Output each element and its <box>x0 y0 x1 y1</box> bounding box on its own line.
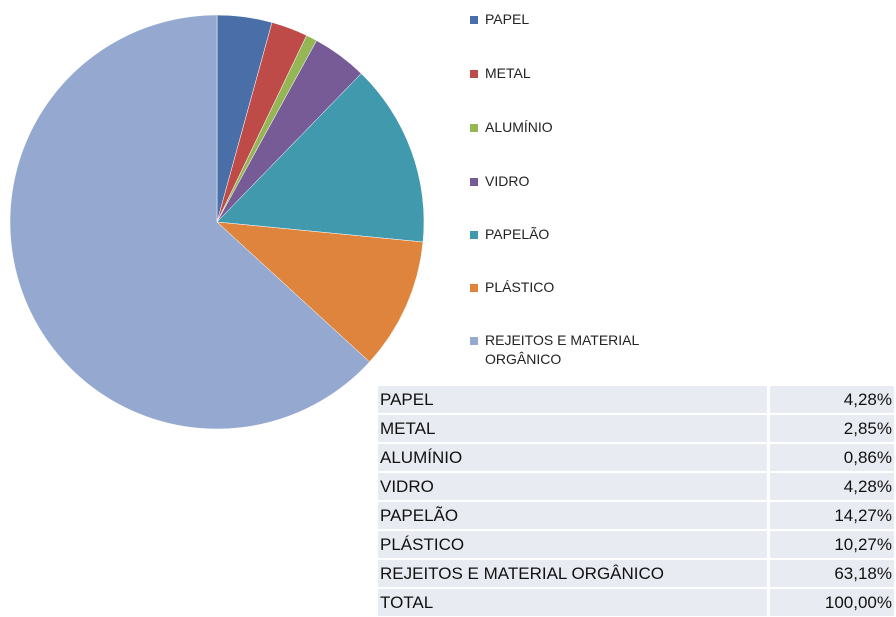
pie-slice <box>216 73 425 243</box>
legend-label: PAPELÃO <box>485 226 550 242</box>
pie-chart <box>9 14 425 430</box>
pie-slice <box>9 14 370 430</box>
legend-label: VIDRO <box>485 173 530 189</box>
table-row: ALUMÍNIO 0,86% <box>378 444 894 471</box>
cell-label: ALUMÍNIO <box>378 444 767 471</box>
legend-swatch <box>470 124 478 132</box>
cell-label: PLÁSTICO <box>378 531 767 558</box>
table-row: TOTAL 100,00% <box>378 589 894 616</box>
legend-label: REJEITOS E MATERIAL ORGÂNICO <box>485 332 639 367</box>
legend-swatch <box>470 70 478 78</box>
data-table: PAPEL 4,28% METAL 2,85% ALUMÍNIO 0,86% VIDRO 4,… <box>378 384 894 617</box>
pie-slice <box>216 221 424 363</box>
cell-value: 100,00% <box>767 589 894 616</box>
legend-label: ALUMÍNIO <box>485 119 553 135</box>
cell-value: 4,28% <box>767 473 894 500</box>
cell-label: TOTAL <box>378 589 767 616</box>
cell-label: PAPEL <box>378 386 767 413</box>
cell-label: VIDRO <box>378 473 767 500</box>
legend-swatch <box>470 16 478 24</box>
cell-label: METAL <box>378 415 767 442</box>
table-row: METAL 2,85% <box>378 415 894 442</box>
legend-swatch <box>470 284 478 292</box>
legend-label: PLÁSTICO <box>485 279 555 295</box>
legend-swatch <box>470 178 478 186</box>
table-row: VIDRO 4,28% <box>378 473 894 500</box>
cell-label: REJEITOS E MATERIAL ORGÂNICO <box>378 560 767 587</box>
cell-value: 63,18% <box>767 560 894 587</box>
cell-label: PAPELÃO <box>378 502 767 529</box>
table-row: REJEITOS E MATERIAL ORGÂNICO 63,18% <box>378 560 894 587</box>
cell-value: 10,27% <box>767 531 894 558</box>
cell-value: 2,85% <box>767 415 894 442</box>
legend-swatch <box>470 231 478 239</box>
cell-value: 0,86% <box>767 444 894 471</box>
cell-value: 14,27% <box>767 502 894 529</box>
table-row: PAPELÃO 14,27% <box>378 502 894 529</box>
table-row: PLÁSTICO 10,27% <box>378 531 894 558</box>
legend-label: PAPEL <box>485 11 530 27</box>
legend-swatch <box>470 337 478 345</box>
table-row: PAPEL 4,28% <box>378 386 894 413</box>
cell-value: 4,28% <box>767 386 894 413</box>
legend-label: METAL <box>485 65 531 81</box>
